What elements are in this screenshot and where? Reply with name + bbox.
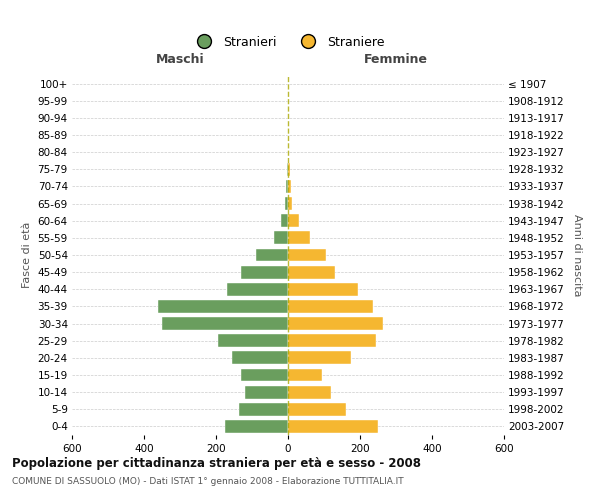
Bar bbox=[286, 180, 288, 193]
Bar bbox=[241, 368, 288, 382]
Bar bbox=[288, 248, 326, 262]
Bar bbox=[288, 300, 373, 313]
Bar bbox=[288, 403, 346, 415]
Bar bbox=[288, 163, 290, 175]
Bar bbox=[288, 368, 322, 382]
Bar bbox=[285, 197, 288, 210]
Y-axis label: Anni di nascita: Anni di nascita bbox=[572, 214, 581, 296]
Bar bbox=[227, 283, 288, 296]
Bar bbox=[274, 232, 288, 244]
Text: Femmine: Femmine bbox=[364, 54, 428, 66]
Bar bbox=[288, 197, 292, 210]
Bar bbox=[158, 300, 288, 313]
Bar bbox=[232, 352, 288, 364]
Text: Popolazione per cittadinanza straniera per età e sesso - 2008: Popolazione per cittadinanza straniera p… bbox=[12, 458, 421, 470]
Bar bbox=[288, 420, 378, 433]
Bar bbox=[288, 180, 290, 193]
Legend: Stranieri, Straniere: Stranieri, Straniere bbox=[187, 31, 389, 54]
Text: Maschi: Maschi bbox=[155, 54, 205, 66]
Bar bbox=[288, 334, 376, 347]
Bar bbox=[288, 317, 383, 330]
Bar bbox=[288, 266, 335, 278]
Bar bbox=[288, 214, 299, 227]
Y-axis label: Fasce di età: Fasce di età bbox=[22, 222, 32, 288]
Bar bbox=[225, 420, 288, 433]
Bar bbox=[218, 334, 288, 347]
Bar bbox=[281, 214, 288, 227]
Bar bbox=[288, 352, 351, 364]
Bar bbox=[241, 266, 288, 278]
Bar bbox=[162, 317, 288, 330]
Text: COMUNE DI SASSUOLO (MO) - Dati ISTAT 1° gennaio 2008 - Elaborazione TUTTITALIA.I: COMUNE DI SASSUOLO (MO) - Dati ISTAT 1° … bbox=[12, 478, 404, 486]
Bar bbox=[288, 232, 310, 244]
Bar bbox=[287, 163, 288, 175]
Bar bbox=[288, 386, 331, 398]
Bar bbox=[256, 248, 288, 262]
Bar bbox=[288, 283, 358, 296]
Bar bbox=[245, 386, 288, 398]
Bar bbox=[239, 403, 288, 415]
